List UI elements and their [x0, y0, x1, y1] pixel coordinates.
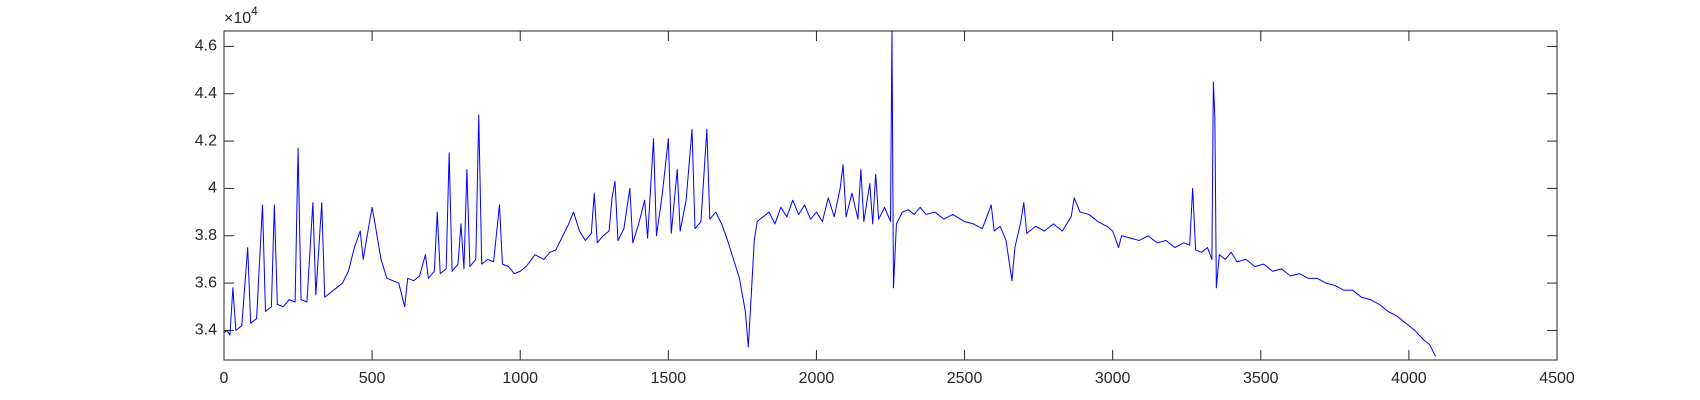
x-tick-label: 2500	[947, 370, 983, 387]
y-tick-label: 3.8	[195, 227, 217, 244]
x-tick-label: 0	[220, 370, 229, 387]
y-tick-label: 4	[208, 180, 217, 197]
y-tick-label: 4.6	[195, 38, 217, 55]
data-line	[224, 31, 1436, 357]
y-multiplier: ×104	[224, 4, 258, 27]
y-tick-label: 4.2	[195, 132, 217, 149]
x-tick-label: 4500	[1539, 370, 1575, 387]
x-tick-label: 3000	[1095, 370, 1131, 387]
x-tick-label: 3500	[1243, 370, 1279, 387]
y-tick-label: 3.4	[195, 322, 217, 339]
y-tick-label: 4.4	[195, 85, 217, 102]
x-tick-label: 4000	[1391, 370, 1427, 387]
x-tick-label: 1500	[651, 370, 687, 387]
y-tick-label: 3.6	[195, 274, 217, 291]
y-multiplier-base: ×10	[224, 10, 251, 27]
y-multiplier-exponent: 4	[251, 4, 258, 18]
x-tick-label: 2000	[799, 370, 835, 387]
axes-box	[223, 30, 1558, 361]
x-tick-label: 500	[359, 370, 386, 387]
x-tick-label: 1000	[502, 370, 538, 387]
